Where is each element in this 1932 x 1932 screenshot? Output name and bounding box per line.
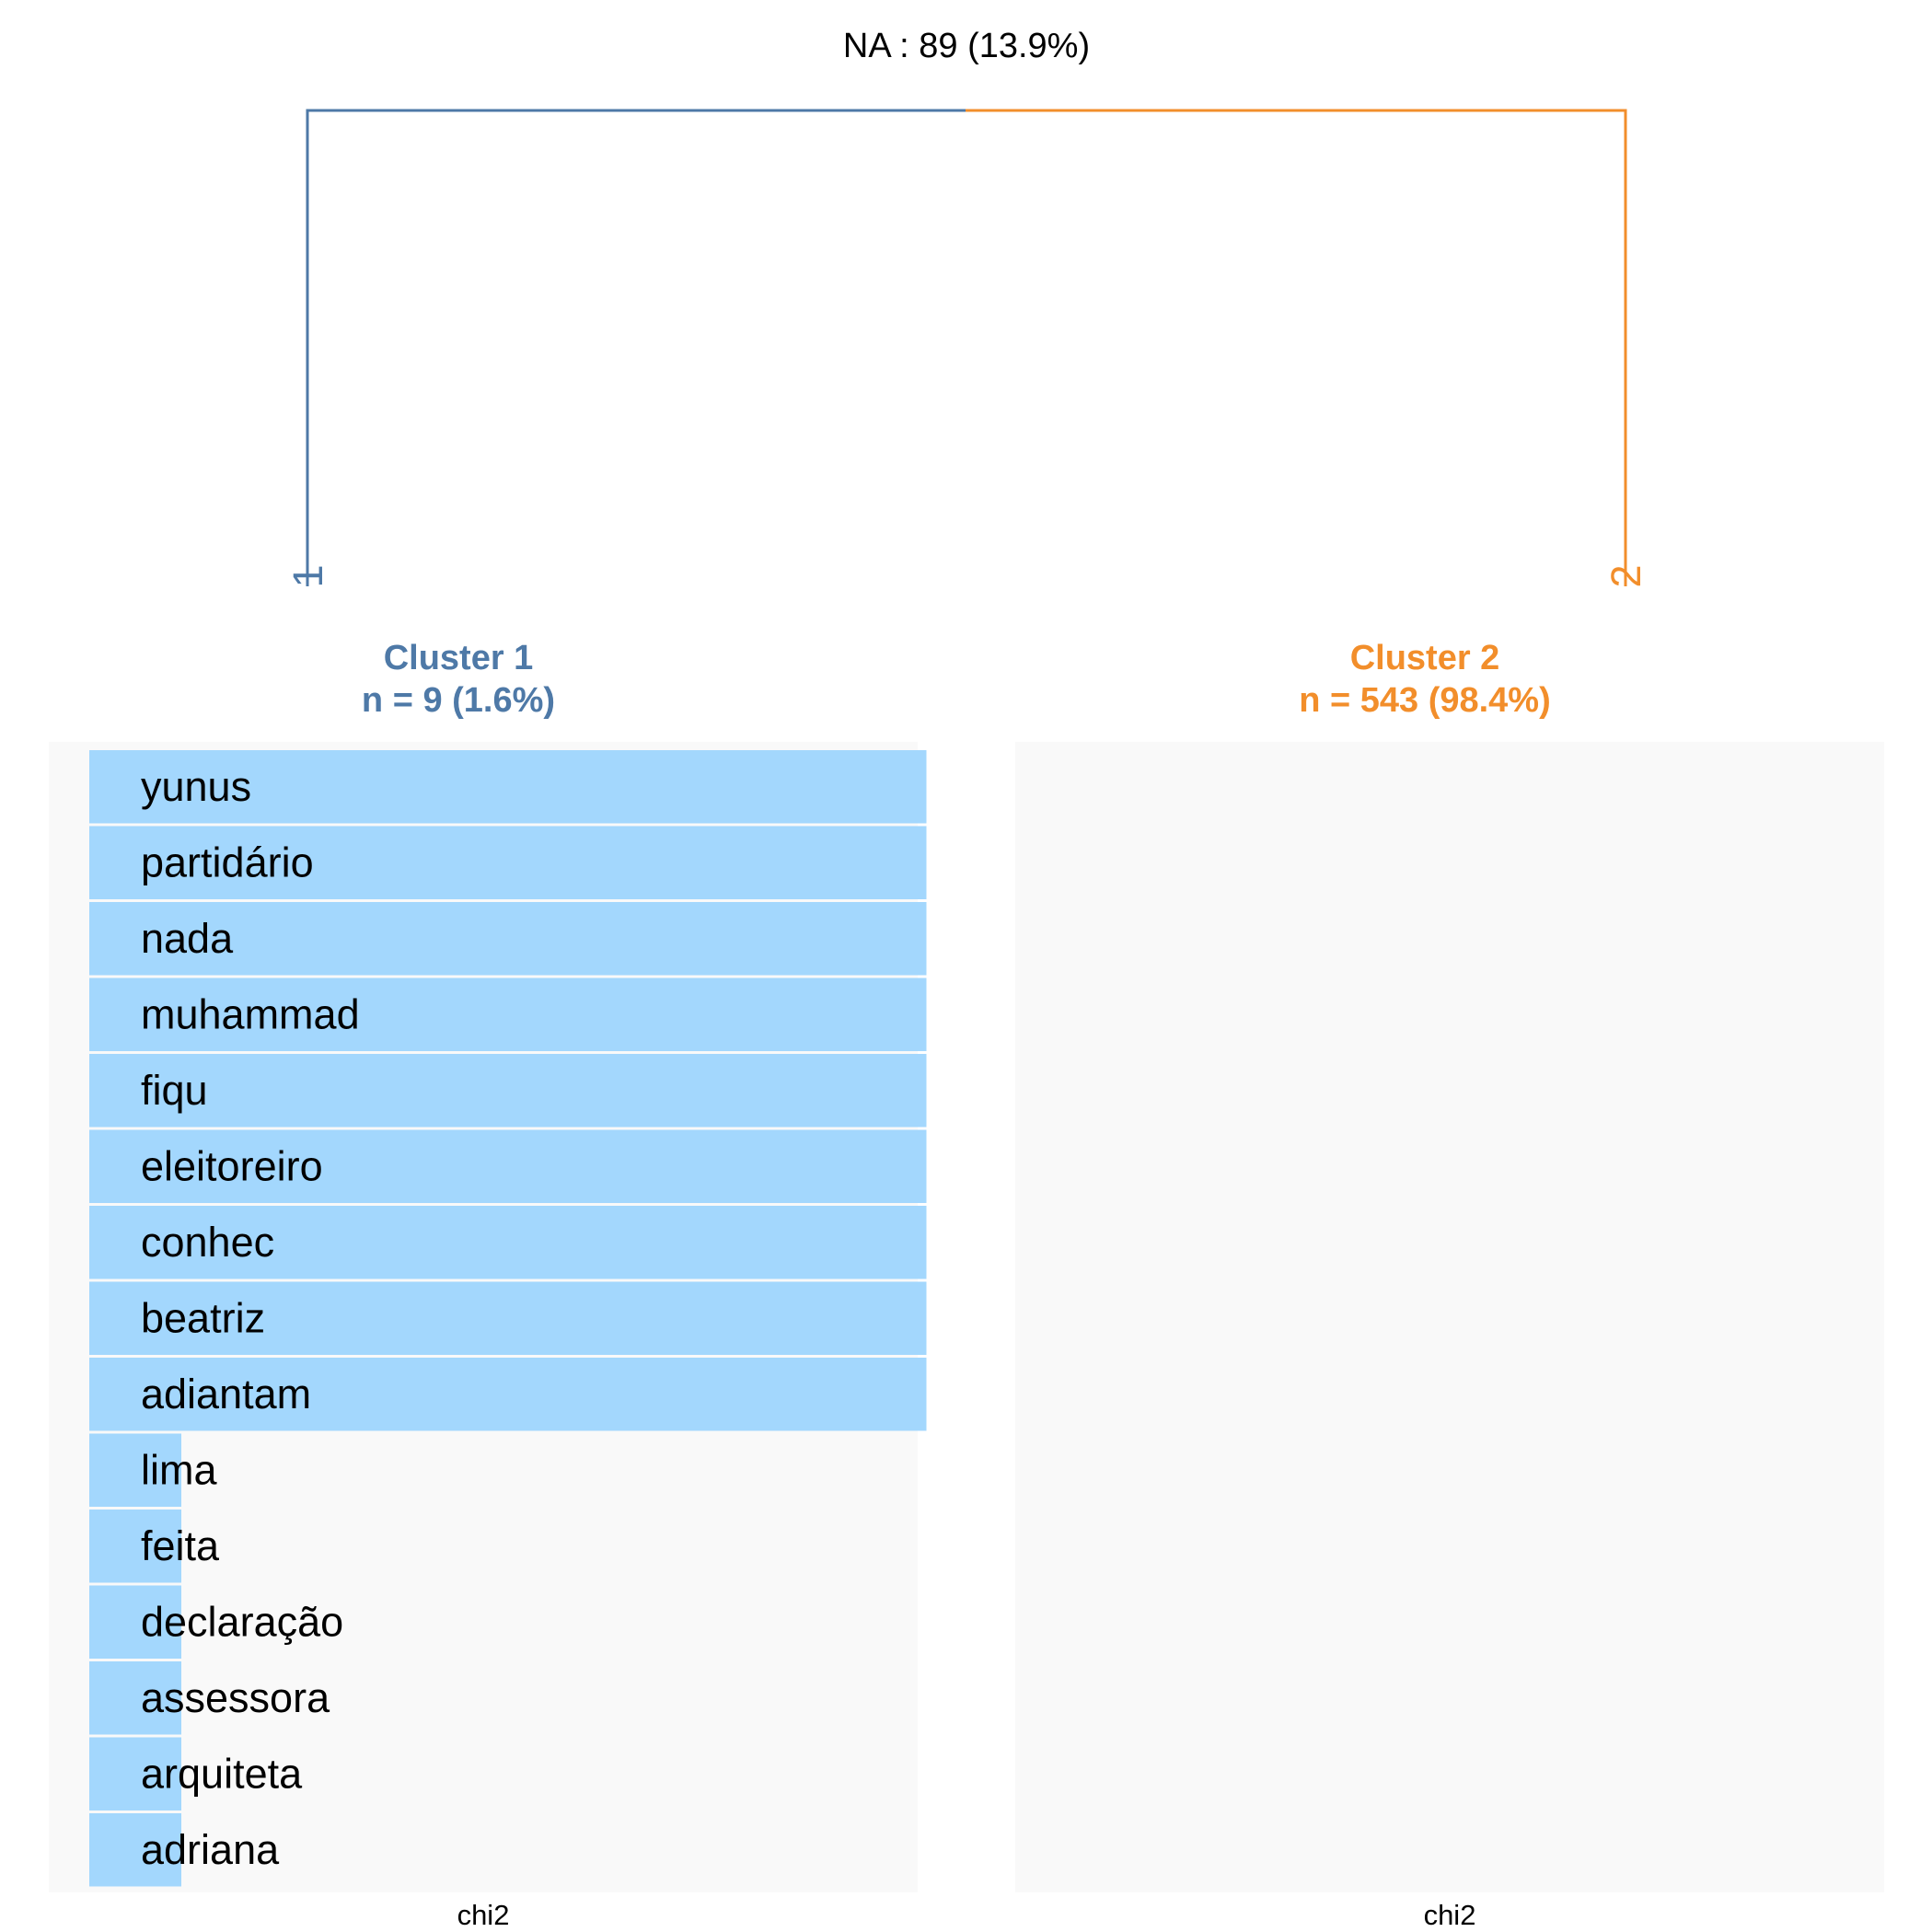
cluster-panel-1: Cluster 1 n = 9 (1.6%) yunus partidário na… xyxy=(49,639,927,1931)
bar-7 xyxy=(89,1206,927,1279)
term-label-4: muhammad xyxy=(141,990,360,1037)
bar-5 xyxy=(89,1054,927,1128)
term-label-7: conhec xyxy=(141,1219,274,1266)
dendrogram: 1 2 xyxy=(284,109,1649,588)
bar-2 xyxy=(89,826,927,899)
cluster-2-subtitle: n = 543 (98.4%) xyxy=(1299,681,1551,720)
dendrogram-branch-1 xyxy=(306,109,966,586)
term-label-1: yunus xyxy=(141,763,251,810)
bar-3 xyxy=(89,902,927,976)
bar-11 xyxy=(89,1510,181,1583)
bar-8 xyxy=(89,1281,927,1355)
bar-13 xyxy=(89,1661,181,1735)
dendrogram-leaf-1: 1 xyxy=(284,564,331,587)
cluster-1-x-axis-label: chi2 xyxy=(457,1899,510,1931)
cluster-1-bars xyxy=(89,750,927,1887)
term-label-10: lima xyxy=(141,1446,217,1493)
term-label-9: adiantam xyxy=(141,1371,311,1417)
bar-1 xyxy=(89,750,927,824)
bar-12 xyxy=(89,1585,181,1659)
cluster-1-term-labels: yunus partidário nada muhammad fiqu eleitorei… xyxy=(141,763,360,1873)
bar-10 xyxy=(89,1433,181,1507)
cluster-2-title: Cluster 2 xyxy=(1350,639,1500,677)
term-label-11: feita xyxy=(141,1522,220,1569)
term-label-6: eleitoreiro xyxy=(141,1142,323,1189)
dendrogram-branch-2 xyxy=(966,109,1627,586)
term-label-8: beatriz xyxy=(141,1294,265,1341)
bar-9 xyxy=(89,1358,927,1431)
cluster-panel-2: Cluster 2 n = 543 (98.4%) chi2 xyxy=(1015,639,1884,1931)
bar-15 xyxy=(89,1813,181,1887)
term-label-12: declaração xyxy=(141,1598,343,1645)
term-label-2: partidário xyxy=(141,839,314,885)
term-label-15: adriana xyxy=(141,1826,280,1873)
cluster-2-x-axis-label: chi2 xyxy=(1424,1899,1476,1931)
bar-4 xyxy=(89,978,927,1051)
term-label-13: assessora xyxy=(141,1674,330,1721)
term-label-5: fiqu xyxy=(141,1067,208,1114)
cluster-1-title: Cluster 1 xyxy=(384,639,534,677)
term-label-14: arquiteta xyxy=(141,1750,303,1797)
term-label-3: nada xyxy=(141,915,234,962)
bar-14 xyxy=(89,1737,181,1811)
cluster-1-subtitle: n = 9 (1.6%) xyxy=(362,681,555,720)
na-label: NA : 89 (13.9%) xyxy=(843,27,1090,65)
cluster-2-plot-background xyxy=(1015,742,1884,1892)
dendrogram-leaf-2: 2 xyxy=(1602,564,1649,587)
bar-6 xyxy=(89,1129,927,1203)
